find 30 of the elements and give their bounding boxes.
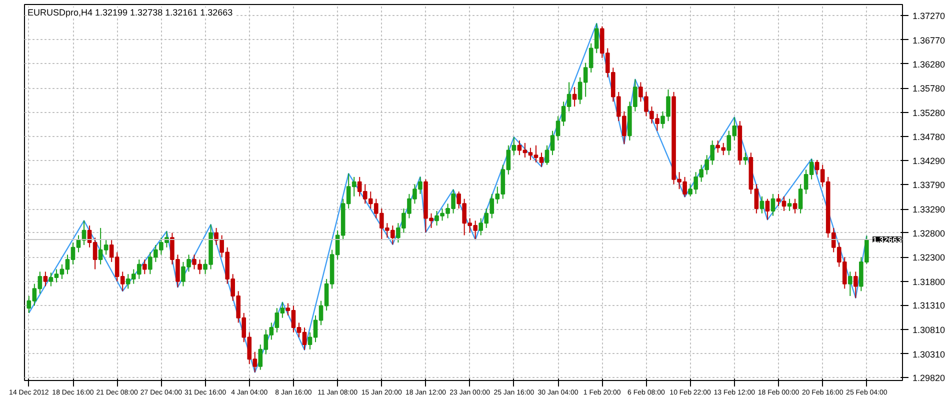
candlestick (765, 198, 770, 220)
y-tick-label: 1.36770 (912, 35, 946, 46)
y-tick-label: 1.30310 (912, 349, 946, 360)
candlestick (787, 198, 792, 212)
y-tick-label: 1.31800 (912, 276, 946, 287)
y-tick-label: 1.35280 (912, 108, 946, 118)
candlestick (760, 196, 764, 214)
y-tick-label: 1.32300 (912, 252, 946, 263)
y-tick-label: 1.32800 (912, 228, 946, 238)
candlestick (854, 271, 858, 298)
y-tick-label: 1.35780 (912, 84, 946, 94)
line-series (28, 22, 868, 373)
candlestick (572, 86, 577, 108)
y-tick-label: 1.37270 (912, 11, 946, 22)
candlestick (43, 271, 48, 287)
y-tick-label: 1.36280 (912, 59, 946, 70)
candlestick (770, 193, 776, 216)
y-tick-label: 1.34780 (912, 132, 946, 142)
candlestick (848, 271, 852, 296)
candlestick (142, 259, 147, 275)
y-tick-label: 1.33790 (912, 180, 946, 190)
y-tick-label: 1.29820 (912, 373, 946, 384)
candlestick (743, 152, 748, 166)
candlestick (792, 198, 798, 214)
ref-line-label: 1.32663 (872, 235, 902, 244)
y-tick-label: 1.33290 (912, 204, 946, 215)
y-tick-label: 1.31310 (912, 300, 946, 311)
chart-title: EURUSDpro,H4 1.32199 1.32738 1.32161 1.32663 (28, 8, 233, 18)
y-tick-label: 1.34290 (912, 156, 946, 166)
y-tick-label: 1.30810 (912, 324, 946, 335)
